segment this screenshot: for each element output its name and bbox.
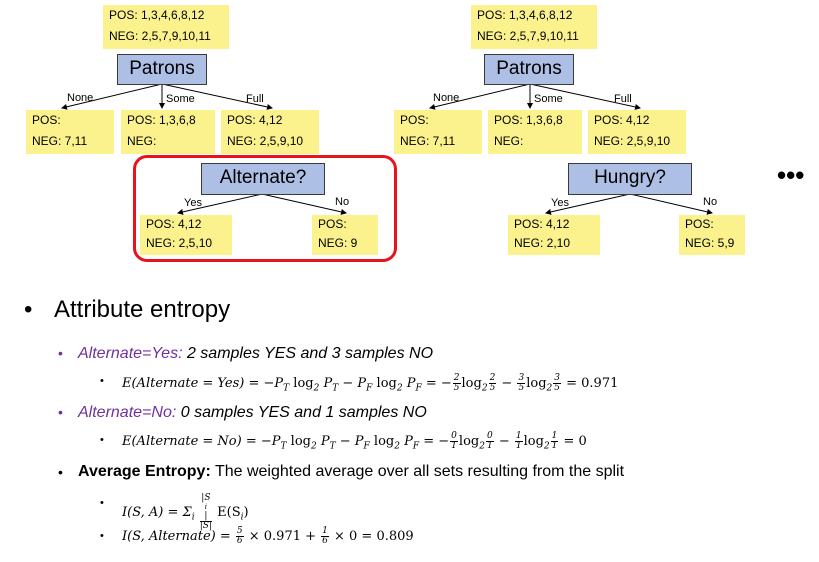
edge-no-left: [261, 193, 347, 215]
bullet-dot: •: [58, 345, 63, 361]
edge-label-some-left: Some: [166, 93, 195, 105]
avg-entropy-line: Average Entropy: The weighted average ov…: [78, 463, 624, 481]
leaf-pos: POS: 1,3,6,8: [127, 113, 196, 127]
heading: Attribute entropy: [54, 296, 231, 323]
alt-no-equation: E(Alternate = No) = −PT log2 PT − PF log…: [122, 431, 587, 452]
leaf-alt-no: POS: NEG: 9: [312, 215, 378, 255]
edge-label-no-right: No: [703, 196, 718, 208]
bullet-dot: •: [58, 404, 63, 420]
edge-no-right: [629, 193, 713, 215]
root-neg-left: NEG: 2,5,7,9,10,11: [109, 29, 211, 43]
bullet-dot: •: [100, 497, 104, 509]
leaf-pos: POS:: [400, 113, 429, 127]
heading-bullet: •: [24, 296, 33, 323]
leaf-neg: NEG: 5,9: [685, 236, 735, 250]
alt-no-label: Alternate=No:: [78, 404, 177, 421]
leaf-full-left: POS: 4,12 NEG: 2,5,9,10: [221, 110, 319, 154]
eq-result: = 0.971: [566, 376, 619, 391]
alt-no-line: Alternate=No: 0 samples YES and 1 sample…: [78, 404, 427, 422]
eq-lhs: E(Alternate = Yes) = −P: [122, 376, 284, 391]
hungry-node: Hungry?: [568, 163, 692, 195]
avg-rest: The weighted average over all sets resul…: [210, 463, 625, 480]
bullet-dot: •: [100, 434, 104, 446]
root-pos-left: POS: 1,3,4,6,8,12: [109, 8, 205, 22]
leaf-pos: POS: 4,12: [227, 113, 283, 127]
edge-label-some-right: Some: [534, 93, 563, 105]
leaf-neg: NEG:: [494, 134, 524, 148]
leaf-neg: NEG: 2,10: [514, 236, 571, 250]
leaf-hungry-no: POS: NEG: 5,9: [679, 215, 745, 255]
leaf-pos: POS:: [318, 217, 347, 231]
patrons-node-left: Patrons: [117, 54, 207, 85]
leaf-hungry-yes: POS: 4,12 NEG: 2,10: [508, 215, 600, 255]
edge-label-none-right: None: [433, 92, 460, 104]
edge-none-right: [429, 83, 531, 110]
alt-yes-rest: 2 samples YES and 3 samples NO: [182, 345, 434, 362]
root-node-right: POS: 1,3,4,6,8,12 NEG: 2,5,7,9,10,11: [471, 5, 597, 49]
ialt-lhs: I(S, Alternate) =: [122, 529, 235, 544]
alternate-node: Alternate?: [201, 163, 325, 195]
leaf-alt-yes: POS: 4,12 NEG: 2,5,10: [140, 215, 232, 255]
leaf-neg: NEG: 2,5,10: [146, 236, 213, 250]
edge-full-right: [529, 83, 641, 110]
highlight-box: [133, 155, 397, 262]
root-node-left: POS: 1,3,4,6,8,12 NEG: 2,5,7,9,10,11: [103, 5, 229, 49]
alt-yes-equation: E(Alternate = Yes) = −PT log2 PT − PF lo…: [122, 373, 619, 394]
leaf-none-left: POS: NEG: 7,11: [26, 110, 114, 154]
leaf-full-right: POS: 4,12 NEG: 2,5,9,10: [588, 110, 686, 154]
leaf-neg: NEG:: [127, 134, 157, 148]
leaf-none-right: POS: NEG: 7,11: [394, 110, 482, 154]
leaf-some-right: POS: 1,3,6,8 NEG:: [488, 110, 582, 154]
avg-label: Average Entropy:: [78, 463, 211, 480]
alt-no-rest: 0 samples YES and 1 samples NO: [176, 404, 427, 421]
leaf-pos: POS:: [32, 113, 61, 127]
edge-label-yes-left: Yes: [184, 197, 202, 209]
edge-full-left: [161, 83, 273, 110]
leaf-pos: POS:: [685, 217, 714, 231]
ialt-rest2: × 0 = 0.809: [329, 529, 414, 544]
leaf-neg: NEG: 2,5,9,10: [594, 134, 671, 148]
leaf-pos: POS: 4,12: [514, 217, 570, 231]
edge-label-none-left: None: [67, 92, 94, 104]
edge-label-full-right: Full: [614, 93, 632, 105]
leaf-neg: NEG: 9: [318, 236, 358, 250]
bullet-dot: •: [100, 530, 104, 542]
edge-label-no-left: No: [335, 196, 350, 208]
leaf-neg: NEG: 7,11: [32, 134, 88, 148]
ia-equation: I(S, A) = Σi |S i | |S| E(Si): [122, 493, 249, 531]
edge-yes-left: [177, 193, 263, 215]
leaf-neg: NEG: 2,5,9,10: [227, 134, 304, 148]
edge-none-left: [61, 83, 163, 110]
edge-yes-right: [545, 193, 631, 215]
tree-connectors: [61, 83, 713, 215]
eq-lhs: E(Alternate = No) = −P: [122, 434, 281, 449]
ellipsis: •••: [777, 160, 805, 190]
leaf-neg: NEG: 7,11: [400, 134, 456, 148]
leaf-pos: POS: 1,3,6,8: [494, 113, 563, 127]
alt-yes-label: Alternate=Yes:: [78, 345, 183, 362]
ia-lhs: I(S, A) = Σ: [122, 505, 192, 520]
leaf-some-left: POS: 1,3,6,8 NEG:: [121, 110, 215, 154]
bullet-dot: •: [58, 464, 63, 480]
leaf-pos: POS: 4,12: [594, 113, 650, 127]
root-pos-right: POS: 1,3,4,6,8,12: [477, 8, 573, 22]
patrons-node-right: Patrons: [484, 54, 574, 85]
edge-label-full-left: Full: [246, 93, 264, 105]
eq-result: = 0: [563, 434, 587, 449]
leaf-pos: POS: 4,12: [146, 217, 202, 231]
root-neg-right: NEG: 2,5,7,9,10,11: [477, 29, 579, 43]
ialt-rest1: × 0.971 +: [244, 529, 321, 544]
alt-yes-line: Alternate=Yes: 2 samples YES and 3 sampl…: [78, 345, 433, 363]
bullet-dot: •: [100, 375, 104, 387]
edge-label-yes-right: Yes: [551, 197, 569, 209]
